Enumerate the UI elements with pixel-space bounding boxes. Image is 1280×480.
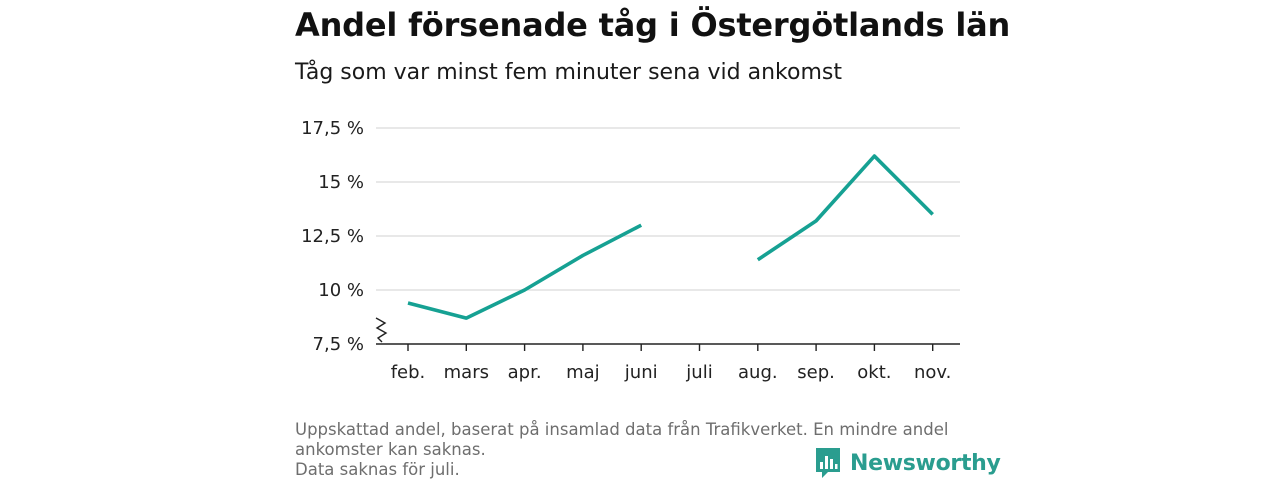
y-axis-tick-labels: 7,5 % 10 % 12,5 % 15 % 17,5 % (301, 118, 364, 355)
x-tick-label: maj (566, 362, 600, 383)
x-axis-tick-labels: feb. mars apr. maj juni juli aug. sep. okt. nov. (391, 362, 952, 383)
x-tick-label: nov. (914, 362, 951, 383)
series-line-segment (756, 154, 934, 262)
brand-name: Newsworthy (850, 450, 1001, 476)
footnote-line: Uppskattad andel, baserat på insamlad da… (295, 420, 949, 439)
y-tick-label: 15 % (318, 172, 364, 193)
x-axis (375, 317, 960, 351)
y-tick-label: 10 % (318, 280, 364, 301)
y-tick-label: 17,5 % (301, 118, 364, 139)
axis-break-mark (375, 317, 388, 343)
y-tick-label: 12,5 % (301, 226, 364, 247)
y-tick-label: 7,5 % (313, 334, 364, 355)
x-tick-label: juni (624, 362, 658, 383)
footnote-line: ankomster kan saknas. (295, 440, 486, 459)
bar-chart-speech-bubble-icon (816, 448, 840, 478)
footnote: Uppskattad andel, baserat på insamlad da… (295, 420, 995, 480)
newsworthy-logo: Newsworthy (814, 446, 1001, 480)
x-tick-label: feb. (391, 362, 426, 383)
series-line-segment (407, 223, 643, 320)
x-tick-label: apr. (508, 362, 542, 383)
x-tick-label: juli (685, 362, 712, 383)
footnote-line: Data saknas för juli. (295, 460, 460, 479)
x-tick-label: okt. (857, 362, 891, 383)
series-lines (407, 154, 934, 320)
x-tick-label: aug. (738, 362, 778, 383)
chart-subtitle: Tåg som var minst fem minuter sena vid a… (295, 60, 842, 85)
chart-title: Andel försenade tåg i Östergötlands län (295, 6, 1011, 44)
x-tick-label: mars (444, 362, 489, 383)
gridlines (376, 127, 960, 291)
x-tick-label: sep. (797, 362, 835, 383)
line-chart: 7,5 % 10 % 12,5 % 15 % 17,5 % feb. mars apr. ma… (301, 118, 960, 383)
